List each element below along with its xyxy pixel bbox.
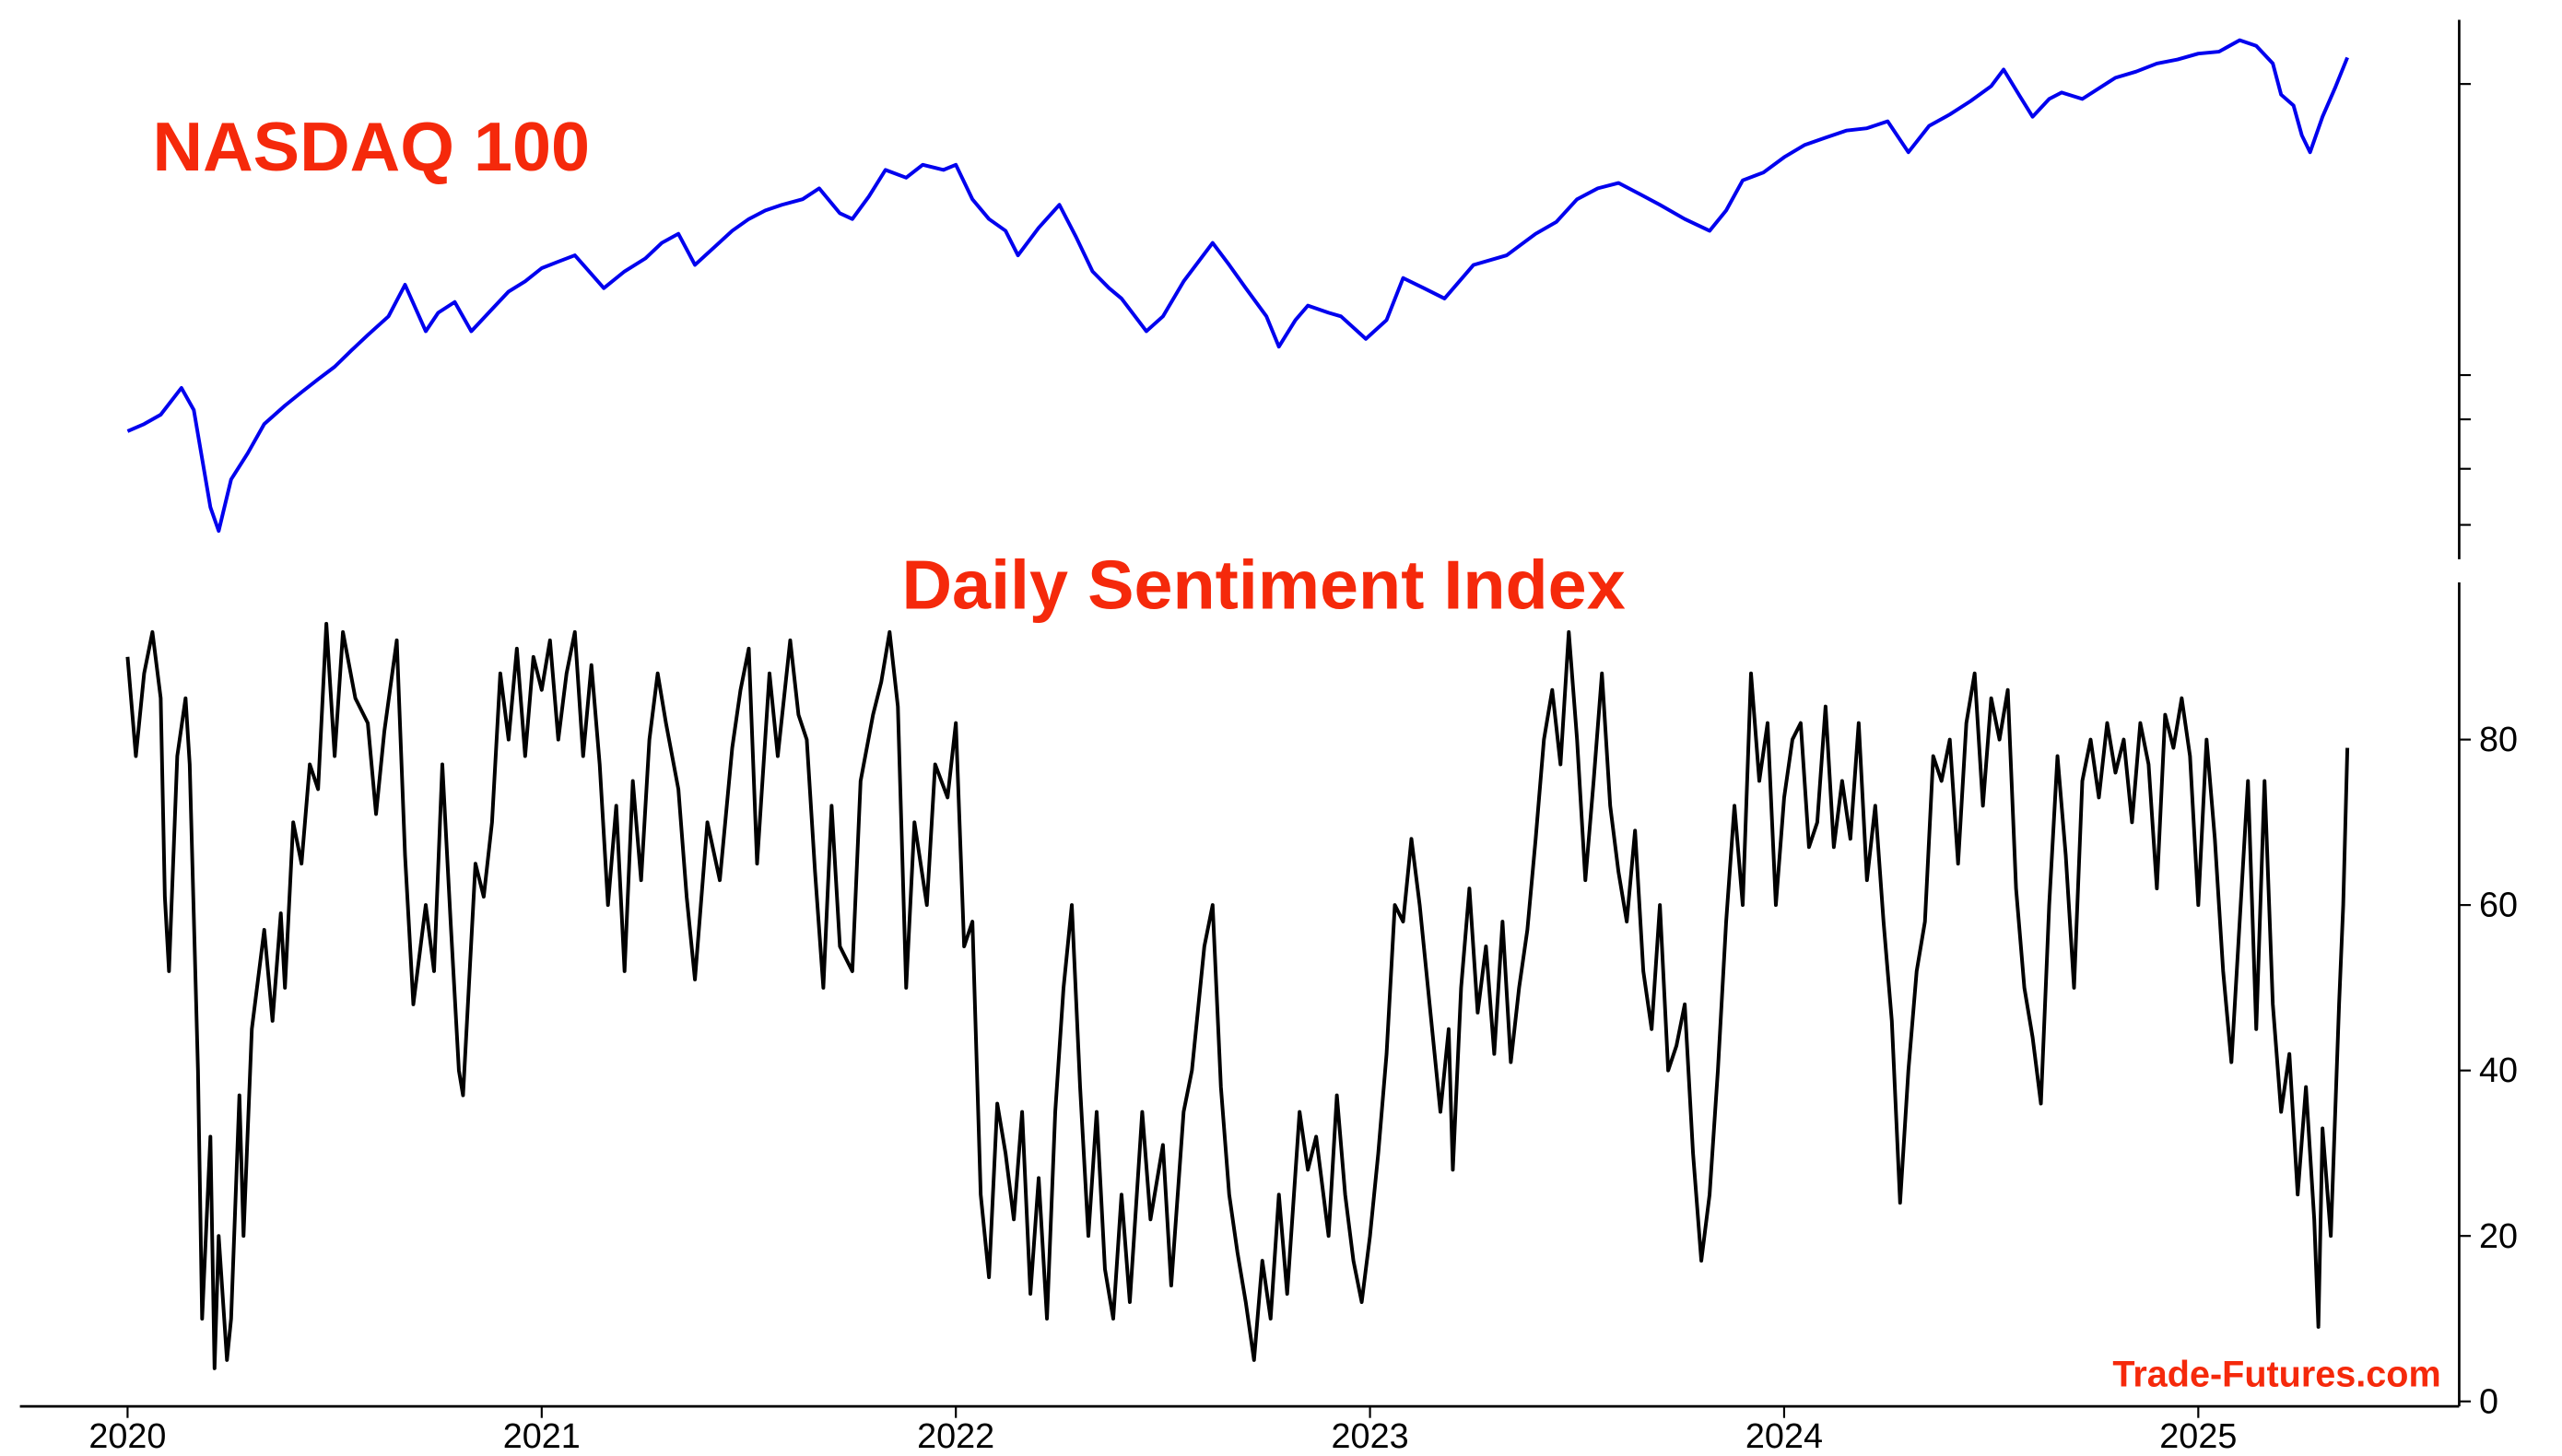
y-tick-label: 0 <box>2479 1381 2498 1420</box>
x-tick-label: 2025 <box>2159 1416 2237 1455</box>
y-tick-label: 40 <box>2479 1051 2518 1089</box>
annotation: Trade-Futures.com <box>2112 1355 2440 1395</box>
x-tick-label: 2021 <box>503 1416 581 1455</box>
y-tick-label: 60 <box>2479 886 2518 924</box>
data-line <box>125 621 2350 1370</box>
x-tick-label: 2022 <box>917 1416 994 1455</box>
chart-title: NASDAQ 100 <box>153 108 591 185</box>
x-tick-label: 2020 <box>88 1416 166 1455</box>
data-line <box>126 38 2349 534</box>
chart-title: Daily Sentiment Index <box>901 546 1625 624</box>
x-tick-label: 2023 <box>1332 1416 1409 1455</box>
y-tick-label: 80 <box>2479 720 2518 758</box>
x-tick-label: 2024 <box>1745 1416 1823 1455</box>
y-tick-label: 20 <box>2479 1216 2518 1255</box>
